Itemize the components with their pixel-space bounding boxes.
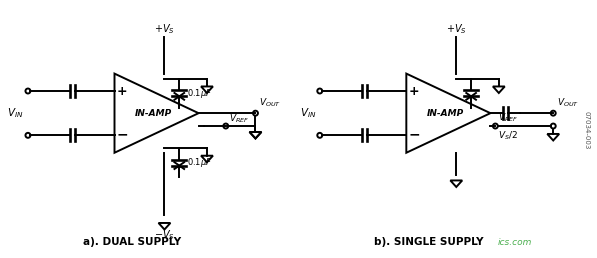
- Text: $+V_S$: $+V_S$: [154, 22, 175, 36]
- Text: IN-AMP: IN-AMP: [427, 109, 464, 118]
- Text: ics.com: ics.com: [498, 238, 532, 247]
- Text: $V_{IN}$: $V_{IN}$: [300, 106, 316, 120]
- Text: $0.1\mu F$: $0.1\mu F$: [187, 87, 213, 100]
- Text: $V_S/2$: $V_S/2$: [498, 130, 518, 142]
- Text: IN-AMP: IN-AMP: [135, 109, 172, 118]
- Text: +: +: [409, 85, 420, 98]
- Text: $+V_S$: $+V_S$: [446, 22, 467, 36]
- Text: 07034-003: 07034-003: [584, 111, 590, 149]
- Text: $V_{IN}$: $V_{IN}$: [7, 106, 23, 120]
- Text: −: −: [116, 127, 128, 142]
- Text: $V_{REF}$: $V_{REF}$: [498, 111, 519, 124]
- Text: $V_{REF}$: $V_{REF}$: [229, 112, 249, 125]
- Text: a). DUAL SUPPLY: a). DUAL SUPPLY: [83, 237, 181, 247]
- Text: $-V_S$: $-V_S$: [154, 228, 175, 242]
- Text: b). SINGLE SUPPLY: b). SINGLE SUPPLY: [374, 237, 484, 247]
- Text: +: +: [117, 85, 128, 98]
- Text: $V_{OUT}$: $V_{OUT}$: [557, 97, 579, 109]
- Text: −: −: [408, 127, 420, 142]
- Text: $0.1\mu F$: $0.1\mu F$: [187, 156, 213, 169]
- Text: $V_{OUT}$: $V_{OUT}$: [260, 97, 281, 109]
